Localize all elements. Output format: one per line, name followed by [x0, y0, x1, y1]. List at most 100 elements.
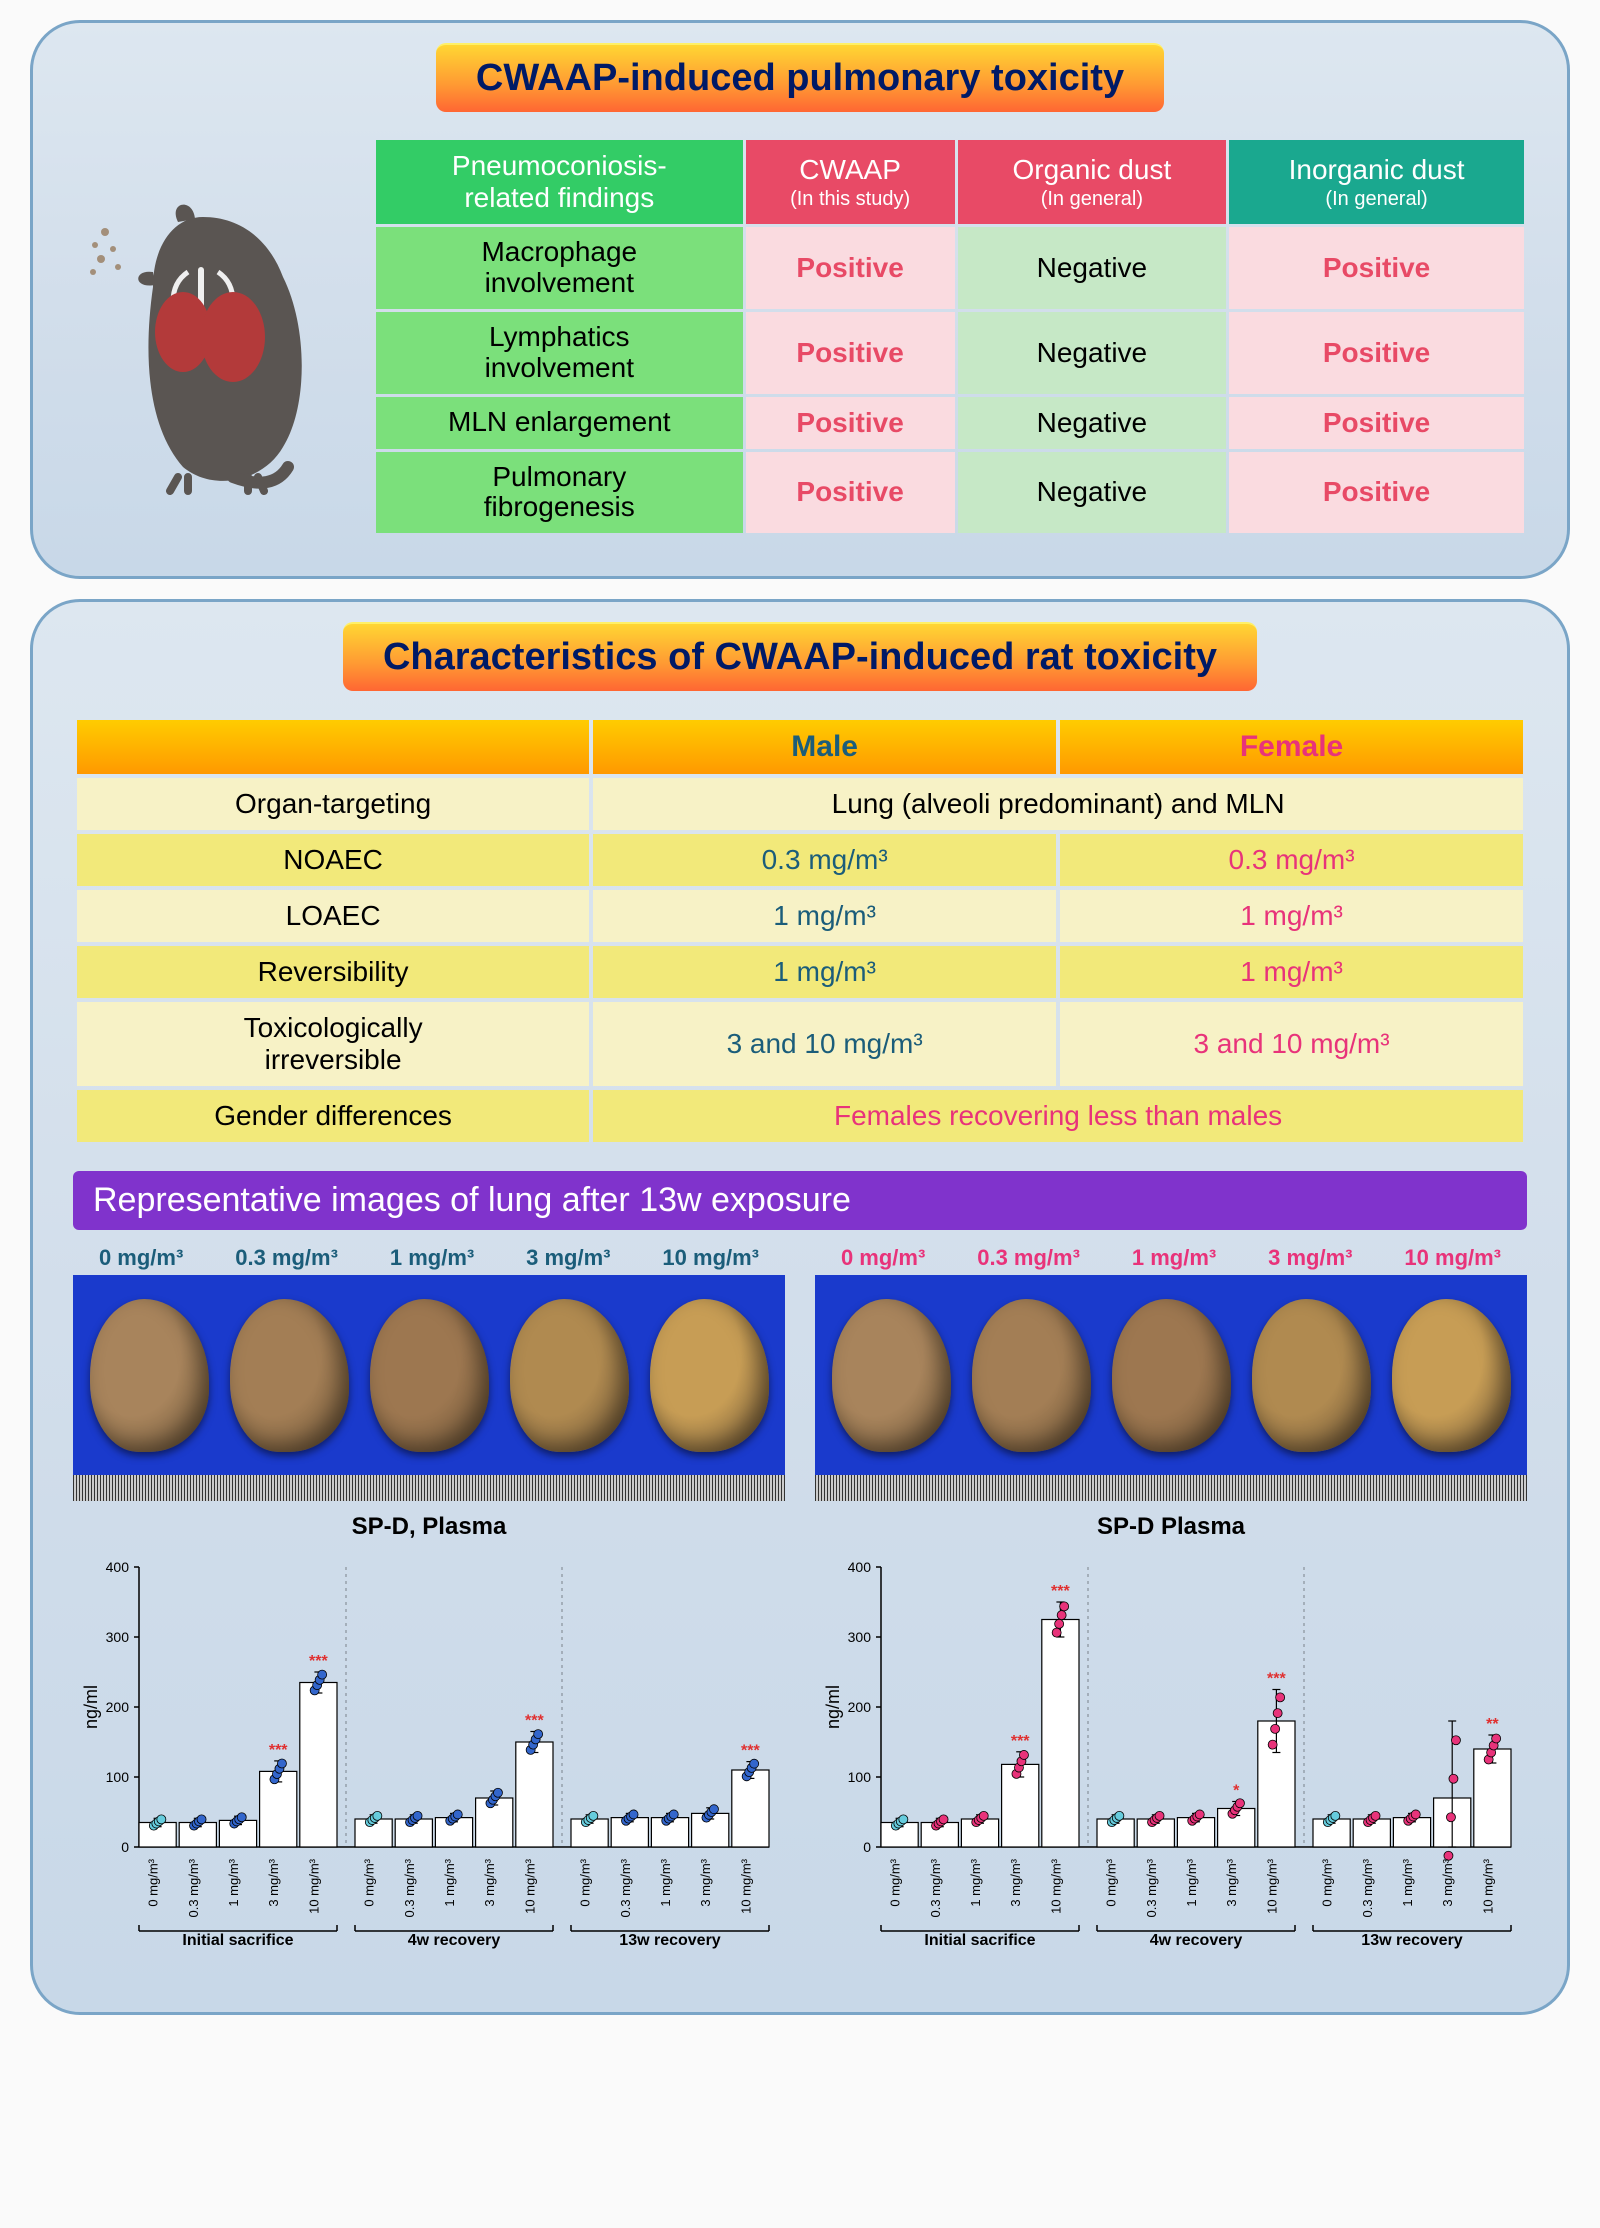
- lung-specimen: [650, 1299, 769, 1452]
- ruler-female: [815, 1475, 1527, 1501]
- panel2-title: Characteristics of CWAAP-induced rat tox…: [343, 622, 1257, 691]
- lung-specimen: [1112, 1299, 1231, 1452]
- lung-specimen: [972, 1299, 1091, 1452]
- table-row: LOAEC1 mg/m³1 mg/m³: [77, 890, 1523, 942]
- svg-text:400: 400: [848, 1559, 872, 1575]
- chart-title-female: SP-D Plasma: [815, 1513, 1527, 1541]
- svg-text:0.3 mg/m³: 0.3 mg/m³: [618, 1858, 633, 1917]
- svg-text:1 mg/m³: 1 mg/m³: [226, 1858, 241, 1906]
- svg-text:3 mg/m³: 3 mg/m³: [266, 1858, 281, 1906]
- lung-block-male: 0 mg/m³0.3 mg/m³1 mg/m³3 mg/m³10 mg/m³ S…: [73, 1245, 785, 1972]
- lung-canvas-female: [815, 1275, 1527, 1475]
- svg-text:0.3 mg/m³: 0.3 mg/m³: [1360, 1858, 1375, 1917]
- svg-text:***: ***: [309, 1653, 328, 1670]
- svg-text:***: ***: [269, 1742, 288, 1759]
- tbl1-header: Inorganic dust(In general): [1229, 140, 1524, 224]
- tbl1-header: Organic dust(In general): [958, 140, 1227, 224]
- svg-text:ng/ml: ng/ml: [823, 1685, 843, 1729]
- svg-text:Initial sacrifice: Initial sacrifice: [182, 1932, 293, 1949]
- svg-text:4w recovery: 4w recovery: [1150, 1932, 1243, 1949]
- table-row: Gender differencesFemales recovering les…: [77, 1090, 1523, 1142]
- svg-text:10 mg/m³: 10 mg/m³: [1048, 1858, 1063, 1914]
- svg-text:**: **: [1486, 1716, 1499, 1733]
- svg-text:Initial sacrifice: Initial sacrifice: [924, 1932, 1035, 1949]
- svg-text:0: 0: [121, 1839, 129, 1855]
- rat-illustration: [73, 177, 353, 497]
- svg-text:***: ***: [1011, 1733, 1030, 1750]
- svg-text:0.3 mg/m³: 0.3 mg/m³: [928, 1858, 943, 1917]
- lung-block-female: 0 mg/m³0.3 mg/m³1 mg/m³3 mg/m³10 mg/m³ S…: [815, 1245, 1527, 1972]
- svg-text:3 mg/m³: 3 mg/m³: [698, 1858, 713, 1906]
- svg-text:1 mg/m³: 1 mg/m³: [968, 1858, 983, 1906]
- svg-text:0.3 mg/m³: 0.3 mg/m³: [1144, 1858, 1159, 1917]
- pneumoconiosis-table: Pneumoconiosis-related findingsCWAAP(In …: [373, 137, 1527, 536]
- svg-text:100: 100: [106, 1769, 130, 1785]
- table-row: Reversibility1 mg/m³1 mg/m³: [77, 946, 1523, 998]
- svg-text:13w recovery: 13w recovery: [619, 1932, 721, 1949]
- lung-specimen: [230, 1299, 349, 1452]
- tbl2-male-header: Male: [593, 720, 1056, 774]
- svg-text:0: 0: [863, 1839, 871, 1855]
- svg-text:0.3 mg/m³: 0.3 mg/m³: [186, 1858, 201, 1917]
- svg-text:4w recovery: 4w recovery: [408, 1932, 501, 1949]
- chart-title-male: SP-D, Plasma: [73, 1513, 785, 1541]
- svg-text:200: 200: [848, 1699, 872, 1715]
- table-row: LymphaticsinvolvementPositiveNegativePos…: [376, 312, 1524, 394]
- svg-text:0 mg/m³: 0 mg/m³: [146, 1858, 161, 1906]
- lung-specimen: [370, 1299, 489, 1452]
- panel1-title: CWAAP-induced pulmonary toxicity: [436, 43, 1164, 112]
- svg-text:3 mg/m³: 3 mg/m³: [1224, 1858, 1239, 1906]
- svg-text:10 mg/m³: 10 mg/m³: [306, 1858, 321, 1914]
- tbl1-header: CWAAP(In this study): [746, 140, 955, 224]
- lung-specimen: [90, 1299, 209, 1452]
- tbl1-header: Pneumoconiosis-related findings: [376, 140, 743, 224]
- svg-text:1 mg/m³: 1 mg/m³: [658, 1858, 673, 1906]
- svg-text:0 mg/m³: 0 mg/m³: [578, 1858, 593, 1906]
- svg-text:0 mg/m³: 0 mg/m³: [362, 1858, 377, 1906]
- ruler-male: [73, 1475, 785, 1501]
- svg-text:10 mg/m³: 10 mg/m³: [522, 1858, 537, 1914]
- spd-chart-female: 0100200300400ng/ml0 mg/m³0.3 mg/m³1 mg/m…: [815, 1547, 1527, 1967]
- svg-text:300: 300: [848, 1629, 872, 1645]
- lung-specimen: [510, 1299, 629, 1452]
- table-row: NOAEC0.3 mg/m³0.3 mg/m³: [77, 834, 1523, 886]
- table-row: MacrophageinvolvementPositiveNegativePos…: [376, 227, 1524, 309]
- characteristics-table: Male Female Organ-targetingLung (alveoli…: [73, 716, 1527, 1146]
- svg-text:200: 200: [106, 1699, 130, 1715]
- svg-text:1 mg/m³: 1 mg/m³: [1400, 1858, 1415, 1906]
- svg-text:13w recovery: 13w recovery: [1361, 1932, 1463, 1949]
- tbl2-female-header: Female: [1060, 720, 1523, 774]
- svg-text:400: 400: [106, 1559, 130, 1575]
- table-row: Toxicologicallyirreversible3 and 10 mg/m…: [77, 1002, 1523, 1086]
- svg-text:1 mg/m³: 1 mg/m³: [1184, 1858, 1199, 1906]
- lung-specimen: [1392, 1299, 1511, 1452]
- images-title: Representative images of lung after 13w …: [73, 1171, 1527, 1230]
- svg-text:***: ***: [1051, 1583, 1070, 1600]
- table-row: PulmonaryfibrogenesisPositiveNegativePos…: [376, 452, 1524, 534]
- lung-specimen: [1252, 1299, 1371, 1452]
- panel-characteristics: Characteristics of CWAAP-induced rat tox…: [30, 599, 1570, 2015]
- svg-text:3 mg/m³: 3 mg/m³: [482, 1858, 497, 1906]
- svg-text:10 mg/m³: 10 mg/m³: [738, 1858, 753, 1914]
- tbl2-blank-header: [77, 720, 589, 774]
- svg-text:3 mg/m³: 3 mg/m³: [1440, 1858, 1455, 1906]
- svg-text:0.3 mg/m³: 0.3 mg/m³: [402, 1858, 417, 1917]
- svg-text:ng/ml: ng/ml: [81, 1685, 101, 1729]
- svg-text:0 mg/m³: 0 mg/m³: [1320, 1858, 1335, 1906]
- svg-text:300: 300: [106, 1629, 130, 1645]
- spd-chart-male: 0 100 200 300 400 ng/ml 0 mg/m³ 0.3 mg/m³ 1 mg/m…: [73, 1547, 785, 1967]
- svg-text:***: ***: [1267, 1671, 1286, 1688]
- lung-canvas-male: [73, 1275, 785, 1475]
- lung-images-row: 0 mg/m³0.3 mg/m³1 mg/m³3 mg/m³10 mg/m³ S…: [73, 1245, 1527, 1972]
- svg-text:1 mg/m³: 1 mg/m³: [442, 1858, 457, 1906]
- table-row: Organ-targetingLung (alveoli predominant…: [77, 778, 1523, 830]
- svg-text:10 mg/m³: 10 mg/m³: [1264, 1858, 1279, 1914]
- lung-specimen: [832, 1299, 951, 1452]
- svg-text:***: ***: [741, 1743, 760, 1760]
- panel-pulmonary-toxicity: CWAAP-induced pulmonary toxicity: [30, 20, 1570, 579]
- svg-text:10 mg/m³: 10 mg/m³: [1480, 1858, 1495, 1914]
- dose-labels-male: 0 mg/m³0.3 mg/m³1 mg/m³3 mg/m³10 mg/m³: [73, 1245, 785, 1271]
- table-row: MLN enlargementPositiveNegativePositive: [376, 397, 1524, 449]
- dose-labels-female: 0 mg/m³0.3 mg/m³1 mg/m³3 mg/m³10 mg/m³: [815, 1245, 1527, 1271]
- svg-text:0 mg/m³: 0 mg/m³: [888, 1858, 903, 1906]
